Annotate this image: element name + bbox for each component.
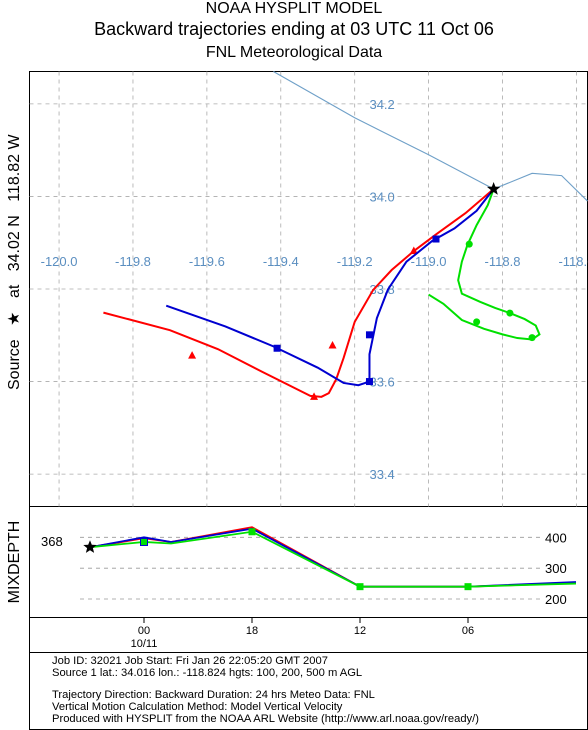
lat-tick-label: 34.0	[369, 189, 394, 204]
mixdepth-lines: 200 300 400	[80, 526, 577, 607]
lon-tick-label: -119.8	[115, 254, 151, 269]
time-tick-label: 12	[354, 625, 366, 637]
met-data-title: FNL Meteorological Data	[205, 44, 383, 61]
red-mixdepth-line	[89, 526, 577, 588]
date-label: 10/11	[131, 638, 158, 650]
green-trajectory-marker	[506, 309, 514, 317]
time-tick-label: 18	[246, 625, 258, 637]
mixdepth-marker	[140, 537, 148, 546]
lat-tick-label: 33.6	[369, 375, 394, 390]
source-lon: 118.82 W	[6, 134, 23, 202]
green-trajectory-marker	[473, 318, 481, 326]
mixdepth-marker	[464, 583, 472, 591]
footer-source-line: Source 1 lat.: 34.016 lon.: -118.824 hgt…	[52, 667, 363, 679]
blue-trajectory-marker	[432, 235, 440, 243]
mixdepth-frame	[29, 506, 588, 618]
source-star-marker	[487, 182, 501, 195]
time-axis-frame	[29, 617, 588, 653]
blue-trajectory-marker	[273, 344, 281, 352]
mixdepth-tick-label: 300	[545, 561, 567, 576]
lon-tick-label: -119.4	[263, 254, 299, 269]
time-axis: 00 18 12 06 10/11	[131, 617, 474, 650]
map-grid: 33.433.633.834.034.2-120.0 -119.8 -119.6 -1…	[29, 71, 588, 507]
mixdepth-tick-label: 200	[545, 592, 567, 607]
time-tick-label: 00	[138, 625, 150, 637]
green-trajectory-marker	[465, 240, 473, 248]
chart-title: Backward trajectories ending at 03 UTC 1…	[94, 19, 494, 39]
red-trajectory-marker	[409, 246, 418, 255]
footer-job-line: Job ID: 32021 Job Start: Fri Jan 26 22:0…	[52, 655, 328, 667]
trajectory-lines	[103, 182, 541, 400]
coastline-path	[273, 71, 588, 202]
time-tick-label: 06	[462, 625, 474, 637]
at-word: at	[6, 284, 23, 298]
red-trajectory-line	[103, 188, 495, 398]
mixdepth-start-star	[83, 540, 97, 553]
red-trajectory-marker	[328, 340, 337, 349]
source-lat: 34.02 N	[6, 215, 23, 271]
footer-direction-line: Trajectory Direction: Backward Duration:…	[52, 689, 375, 701]
svg-text:Source ★ at: Source ★ at 34.02 N 118.82 W	[6, 134, 23, 390]
footer-produced-line: Produced with HYSPLIT from the NOAA ARL …	[52, 713, 479, 725]
coastline	[273, 71, 588, 202]
red-trajectory-marker	[310, 392, 319, 400]
green-trajectory-marker	[528, 334, 536, 342]
lat-tick-label: 34.2	[369, 97, 394, 112]
green-trajectory-line	[428, 188, 541, 341]
lon-tick-label: -118.6	[558, 254, 588, 269]
mixdepth-marker	[356, 583, 364, 591]
lon-tick-label: -119.6	[189, 254, 225, 269]
footer-vertical-line: Vertical Motion Calculation Method: Mode…	[52, 701, 343, 713]
source-star-symbol: ★	[6, 312, 23, 326]
mixdepth-start-value: 368	[41, 534, 63, 549]
lon-tick-label: -119.0	[411, 254, 447, 269]
source-location-label: Source ★ at 34.02 N 118.82 W	[6, 134, 23, 390]
blue-trajectory-marker	[365, 378, 373, 386]
mixdepth-tick-label: 400	[545, 530, 567, 545]
lat-tick-label: 33.4	[369, 467, 394, 482]
source-word: Source	[6, 339, 23, 390]
lon-tick-label: -118.8	[485, 254, 521, 269]
mixdepth-axis-label: MIXDEPTH	[6, 521, 23, 604]
mixdepth-marker	[248, 528, 256, 536]
blue-trajectory-marker	[365, 331, 373, 339]
svg-text:MIXDEPTH: MIXDEPTH	[6, 521, 23, 604]
lon-tick-label: -119.2	[337, 254, 373, 269]
red-trajectory-marker	[188, 351, 197, 359]
model-title: NOAA HYSPLIT MODEL	[205, 0, 383, 17]
lon-tick-label: -120.0	[41, 254, 78, 269]
blue-trajectory-line	[165, 188, 495, 387]
